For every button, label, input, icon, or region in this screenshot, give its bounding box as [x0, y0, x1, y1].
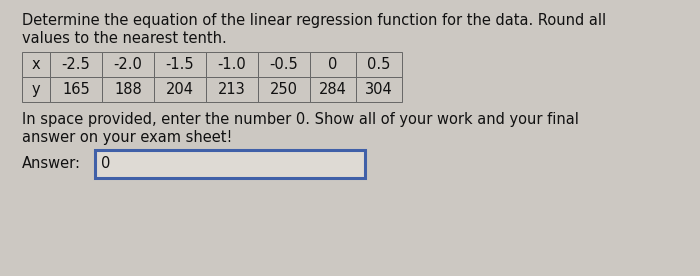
Bar: [154, 52, 206, 77]
Bar: [95, 150, 365, 178]
Text: 213: 213: [218, 82, 246, 97]
Text: 0: 0: [328, 57, 337, 72]
Text: 165: 165: [62, 82, 90, 97]
Bar: [102, 52, 154, 77]
Text: values to the nearest tenth.: values to the nearest tenth.: [22, 31, 227, 46]
Text: -1.5: -1.5: [166, 57, 195, 72]
Bar: [258, 52, 310, 77]
Text: y: y: [32, 82, 41, 97]
Text: -2.5: -2.5: [62, 57, 90, 72]
Text: 250: 250: [270, 82, 298, 97]
Text: x: x: [32, 57, 41, 72]
Bar: [206, 52, 258, 77]
Text: 0.5: 0.5: [368, 57, 391, 72]
Text: 188: 188: [114, 82, 142, 97]
Bar: [310, 52, 356, 77]
Text: -1.0: -1.0: [218, 57, 246, 72]
Bar: [22, 77, 50, 102]
Bar: [50, 77, 102, 102]
Bar: [356, 52, 402, 77]
Text: -2.0: -2.0: [113, 57, 142, 72]
Text: 304: 304: [365, 82, 393, 97]
Bar: [22, 52, 50, 77]
Bar: [258, 77, 310, 102]
Bar: [310, 77, 356, 102]
Text: 284: 284: [319, 82, 347, 97]
Text: In space provided, enter the number 0. Show all of your work and your final: In space provided, enter the number 0. S…: [22, 112, 579, 127]
Text: 0: 0: [101, 156, 111, 171]
Bar: [206, 77, 258, 102]
Bar: [102, 77, 154, 102]
Bar: [50, 52, 102, 77]
Text: answer on your exam sheet!: answer on your exam sheet!: [22, 130, 232, 145]
Text: 204: 204: [166, 82, 194, 97]
Bar: [154, 77, 206, 102]
Text: Determine the equation of the linear regression function for the data. Round all: Determine the equation of the linear reg…: [22, 13, 606, 28]
Text: Answer:: Answer:: [22, 156, 81, 171]
Bar: [356, 77, 402, 102]
Text: -0.5: -0.5: [270, 57, 298, 72]
